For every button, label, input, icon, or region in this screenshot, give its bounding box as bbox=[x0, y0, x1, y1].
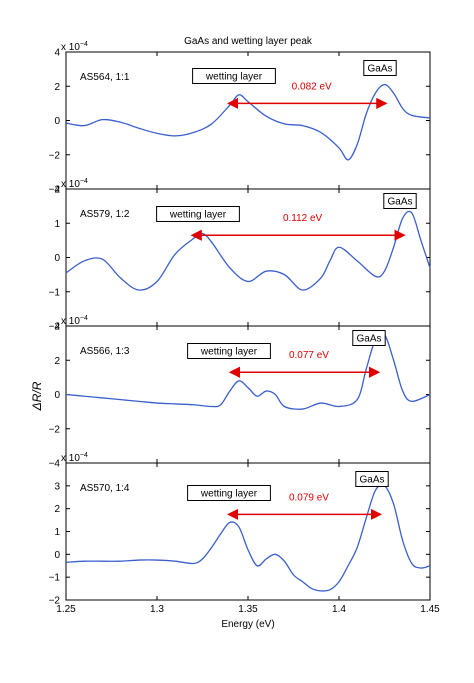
exponent-base: x 10 bbox=[61, 42, 80, 53]
gaas-label: GaAs bbox=[359, 475, 384, 486]
sample-label: AS566, 1:3 bbox=[80, 346, 130, 357]
gaas-label: GaAs bbox=[367, 64, 392, 75]
wetting-layer-label-box bbox=[192, 68, 276, 84]
exponent-power: −4 bbox=[80, 41, 88, 48]
x-tick-label: 1.35 bbox=[238, 604, 258, 615]
y-tick-label: 3 bbox=[54, 481, 60, 492]
gaas-label: GaAs bbox=[356, 334, 381, 345]
wetting-layer-label: wetting layer bbox=[200, 489, 258, 500]
y-exponent-label: x 10−4 bbox=[61, 41, 88, 53]
y-tick-label: 0 bbox=[54, 253, 60, 264]
energy-gap-label: 0.077 eV bbox=[289, 350, 329, 361]
spectrum-line bbox=[65, 210, 431, 291]
exponent-base: x 10 bbox=[61, 453, 80, 464]
x-tick-label: 1.4 bbox=[332, 604, 346, 615]
x-tick-label: 1.25 bbox=[56, 604, 76, 615]
x-tick-label: 1.45 bbox=[420, 604, 440, 615]
exponent-power: −4 bbox=[80, 178, 88, 185]
exponent-power: −4 bbox=[80, 452, 88, 459]
chart-title: GaAs and wetting layer peak bbox=[184, 36, 313, 47]
x-axis-label: Energy (eV) bbox=[221, 619, 274, 630]
y-tick-label: 2 bbox=[54, 356, 60, 367]
wetting-layer-label: wetting layer bbox=[169, 210, 227, 221]
y-exponent-label: x 10−4 bbox=[61, 178, 88, 190]
y-tick-label: −2 bbox=[49, 596, 61, 607]
y-tick-label: 4 bbox=[54, 48, 60, 59]
gaas-label-box bbox=[363, 60, 397, 76]
energy-gap-label: 0.079 eV bbox=[289, 492, 329, 503]
panel-4: −2 −1 0 1 2 3 1.25 1.3 1.35 1.4 1.45 x 10−4 AS570, 1… bbox=[49, 452, 441, 615]
gaas-label-box bbox=[355, 471, 389, 487]
spectrum-line bbox=[65, 83, 431, 161]
exponent-base: x 10 bbox=[61, 316, 80, 327]
y-tick-label: −1 bbox=[49, 573, 61, 584]
y-tick-label: 0 bbox=[54, 390, 60, 401]
exponent-power: −4 bbox=[80, 315, 88, 322]
y-tick-label: 1 bbox=[54, 527, 60, 538]
wetting-layer-label-box bbox=[156, 206, 240, 222]
y-tick-label: 2 bbox=[54, 185, 60, 196]
wetting-layer-label-box bbox=[187, 343, 271, 359]
y-tick-label: 0 bbox=[54, 116, 60, 127]
wetting-layer-label-box bbox=[187, 485, 271, 501]
wetting-layer-label: wetting layer bbox=[205, 72, 263, 83]
y-tick-label: 2 bbox=[54, 82, 60, 93]
y-tick-label: 4 bbox=[54, 322, 60, 333]
exponent-base: x 10 bbox=[61, 179, 80, 190]
y-tick-label: −4 bbox=[49, 185, 61, 196]
energy-gap-label: 0.082 eV bbox=[292, 81, 332, 92]
y-exponent-label: x 10−4 bbox=[61, 452, 88, 464]
y-tick-label: −2 bbox=[49, 322, 61, 333]
gaas-label: GaAs bbox=[387, 197, 412, 208]
y-tick-label: −4 bbox=[49, 459, 61, 470]
y-tick-label: −2 bbox=[49, 424, 61, 435]
gaas-label-box bbox=[383, 193, 417, 209]
x-tick-label: 1.3 bbox=[150, 604, 164, 615]
y-tick-label: 2 bbox=[54, 504, 60, 515]
y-axis-label: ΔR/R bbox=[30, 381, 44, 411]
wetting-layer-label: wetting layer bbox=[200, 347, 258, 358]
y-exponent-label: x 10−4 bbox=[61, 315, 88, 327]
y-tick-label: 0 bbox=[54, 550, 60, 561]
y-tick-label: −1 bbox=[49, 287, 61, 298]
y-tick-label: 1 bbox=[54, 219, 60, 230]
energy-gap-label: 0.112 eV bbox=[283, 213, 323, 224]
sample-label: AS564, 1:1 bbox=[80, 72, 130, 83]
sample-label: AS570, 1:4 bbox=[80, 483, 130, 494]
y-tick-label: −2 bbox=[49, 150, 61, 161]
gaas-label-box bbox=[352, 330, 386, 346]
sample-label: AS579, 1:2 bbox=[80, 209, 130, 220]
